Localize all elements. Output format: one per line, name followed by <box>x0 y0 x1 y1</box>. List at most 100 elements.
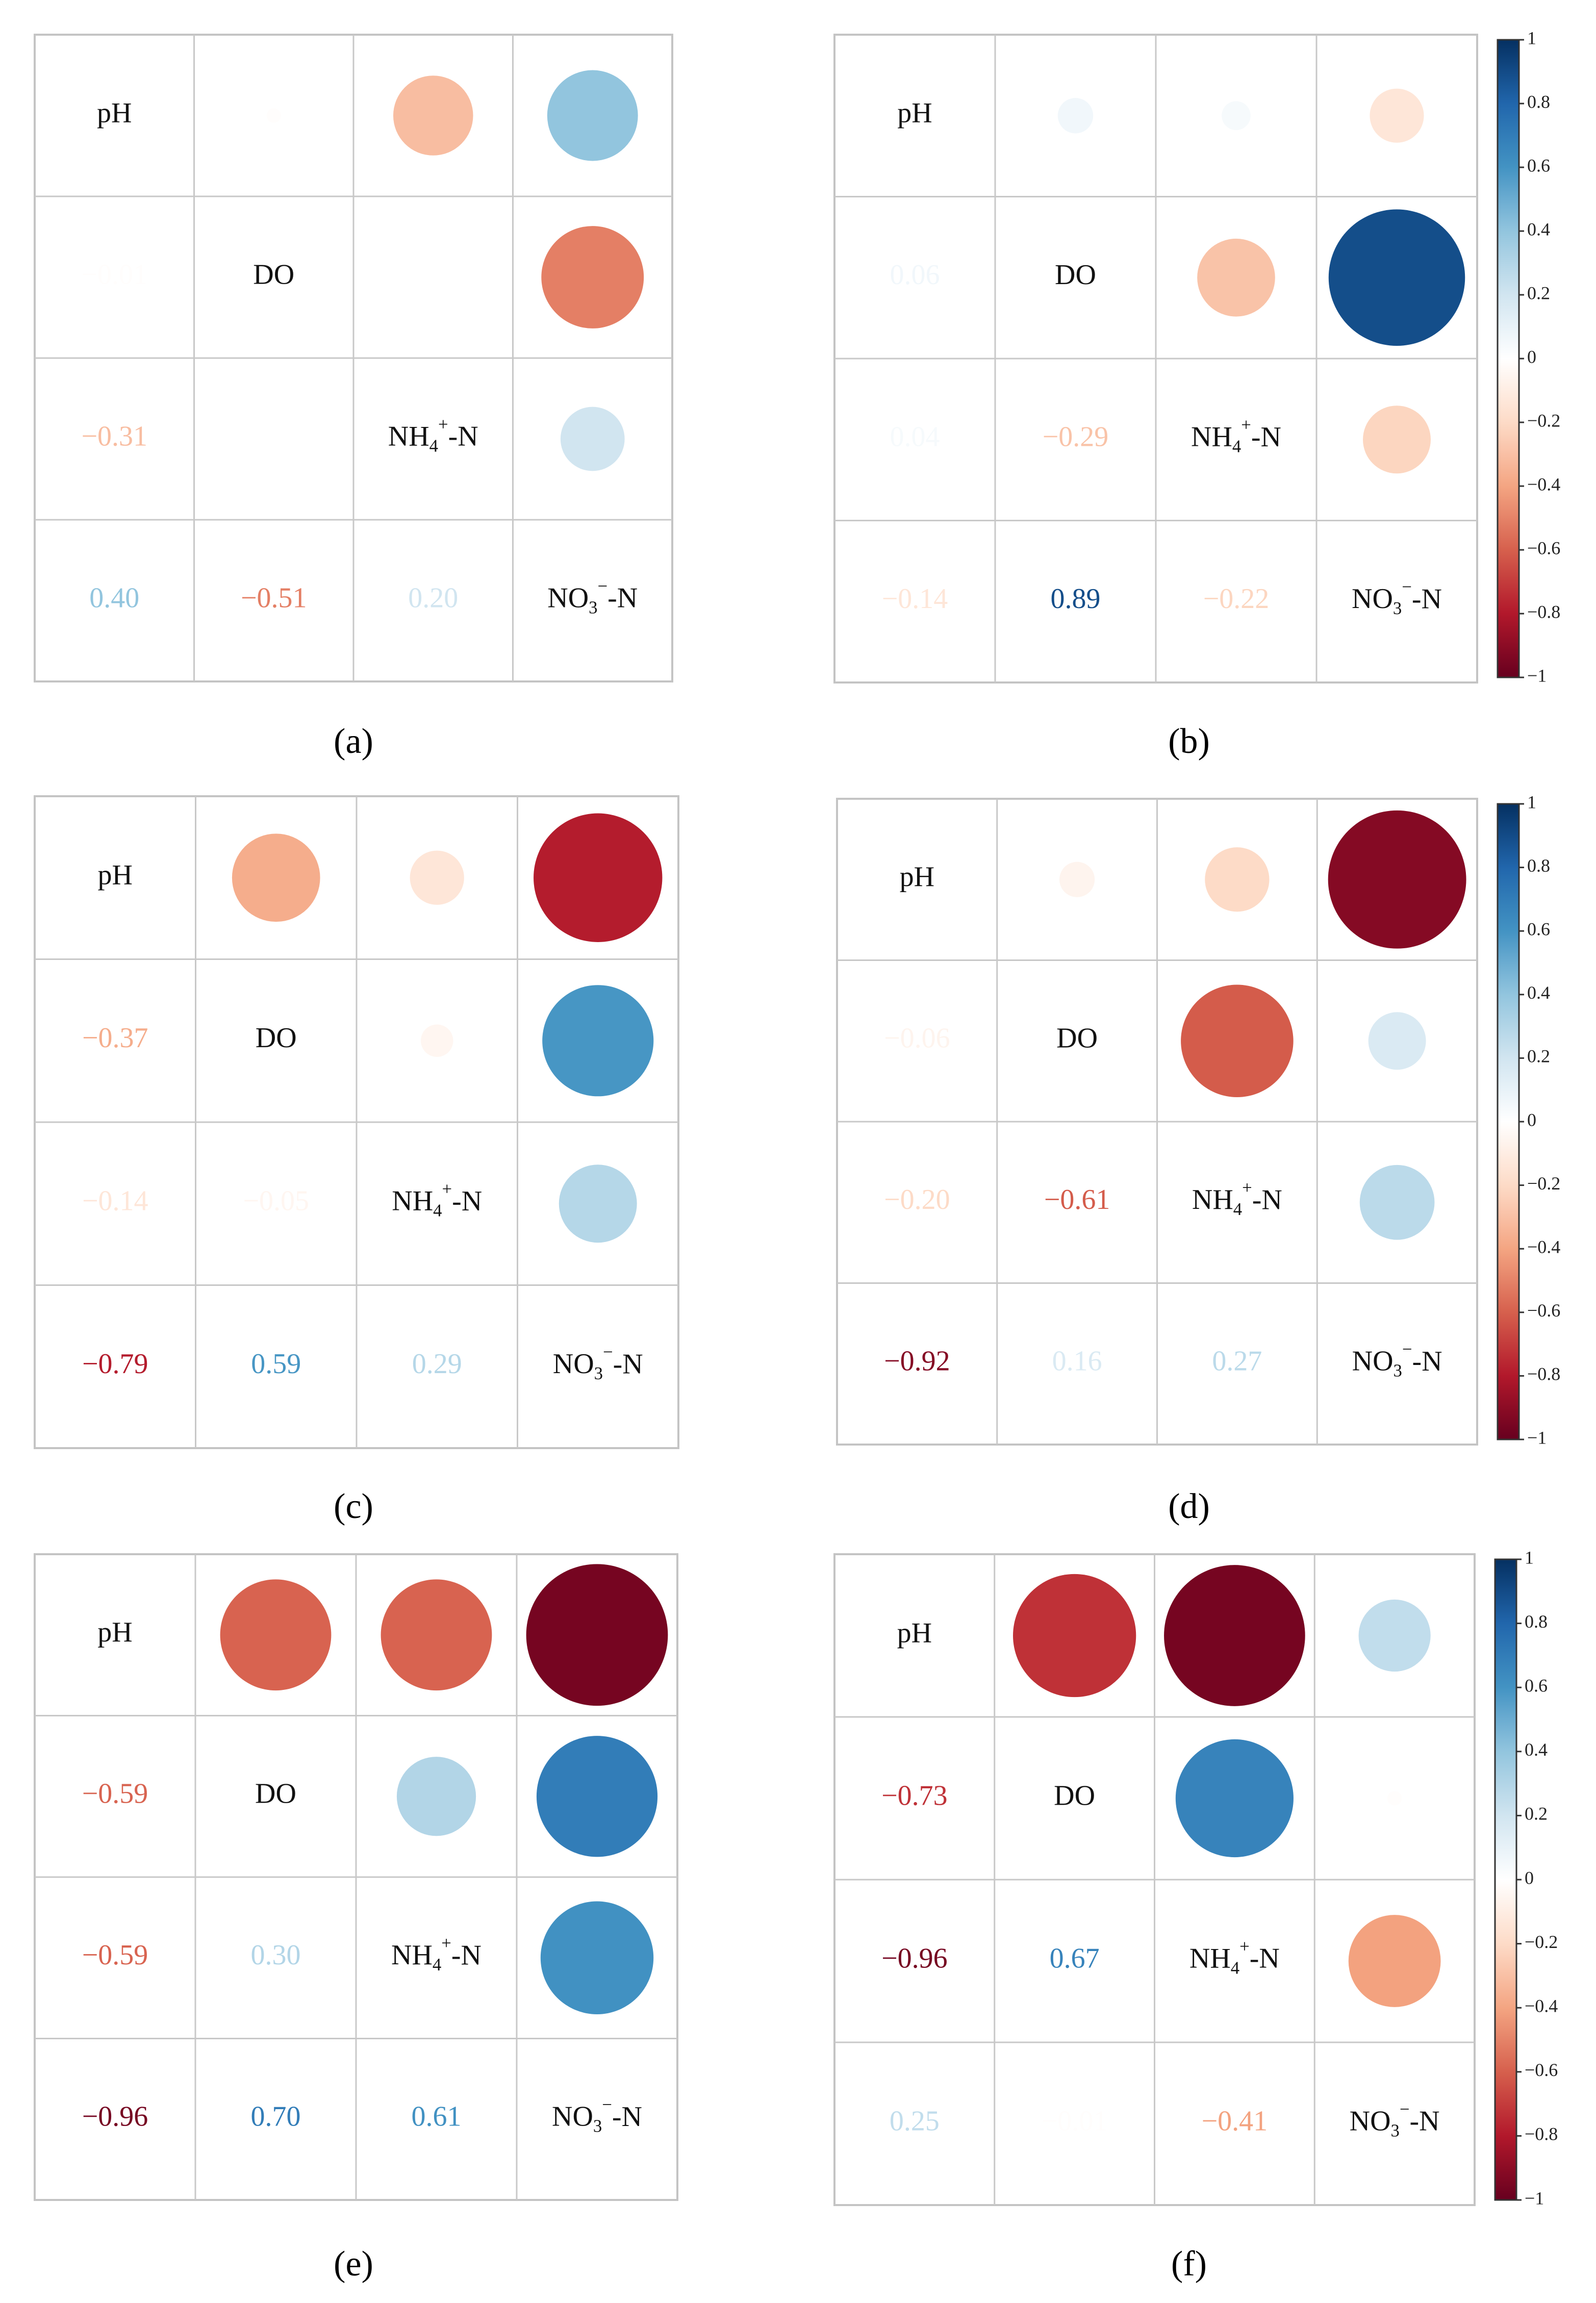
colorbar-tick-label: −0.8 <box>1527 601 1560 622</box>
diagonal-label-no3-n: NO3−-N <box>1352 1339 1442 1381</box>
correlation-panel-d: pH−0.06 DO−0.20 −0.61 NH4+-N−0.92 0.16 0.27 NO… <box>836 792 1560 1526</box>
corr-circle-do-nh4-n <box>421 1024 453 1057</box>
colorbar-tick-label: 0.4 <box>1527 982 1550 1003</box>
colorbar-tick-label: 0 <box>1525 1867 1534 1888</box>
corr-value-no3-n-ph: −0.79 <box>82 1348 148 1380</box>
corr-value-nh4-n-ph: −0.31 <box>81 420 147 452</box>
correlation-panel-e: pH −0.59 DO −0.59 0.30 NH4+-N −0.96 0.70 0.61 NO3… <box>34 1553 678 2284</box>
diagonal-label-no3-n: NO3−-N <box>1352 577 1442 618</box>
panel-label: (b) <box>1168 722 1210 761</box>
corr-value-do-ph: −0.73 <box>881 1780 948 1811</box>
diagonal-label-no3-n: NO3−-N <box>1350 2099 1440 2140</box>
colorbar-tick-label: 0 <box>1527 1109 1536 1130</box>
colorbar-tick-label: 0.6 <box>1525 1675 1548 1695</box>
corr-value-do-ph: −0.37 <box>82 1022 148 1054</box>
colorbar: 1 0.8 0.6 0.4 0.2 0 −0.2 −0.4 −0.6 −0.8 −1 <box>1494 1547 1558 2208</box>
corr-value-do-ph: 0.06 <box>890 259 940 291</box>
colorbar-tick-label: 1 <box>1527 792 1536 812</box>
colorbar-tick-label: 0.6 <box>1527 155 1550 175</box>
diagonal-label-do: DO <box>256 1022 297 1054</box>
corr-circle-nh4-n-no3-n <box>559 1165 637 1243</box>
corr-value-do-ph: −0.06 <box>884 1023 950 1054</box>
corr-circle-do-nh4-n <box>1175 1739 1294 1858</box>
corr-circle-do-no3-n <box>1328 209 1465 346</box>
colorbar-tick-label: 0.2 <box>1527 1046 1550 1067</box>
corr-circle-ph-no3-n <box>1370 88 1424 143</box>
diagonal-label-ph: pH <box>98 859 133 891</box>
colorbar-tick-label: −0.8 <box>1527 1364 1560 1384</box>
corr-value-nh4-n-do: 0.67 <box>1050 1942 1100 1974</box>
colorbar-tick-label: −0.8 <box>1525 2124 1558 2144</box>
corr-value-no3-n-ph: 0.25 <box>890 2105 940 2137</box>
diagonal-label-do: DO <box>253 259 294 290</box>
corr-circle-nh4-n-no3-n <box>1359 1165 1435 1240</box>
corr-value-nh4-n-do: 0.00 <box>249 420 299 452</box>
corr-value-no3-n-do: 0.16 <box>1052 1346 1102 1377</box>
corr-value-nh4-n-do: −0.61 <box>1044 1184 1110 1216</box>
correlation-panel-b: pH 0.06 DO 0.04 −0.29 NH4+-N −0.14 0.89 −0.22 NO3… <box>833 28 1560 761</box>
diagonal-label-ph: pH <box>900 861 934 893</box>
corr-circle-ph-do <box>1012 1574 1136 1698</box>
diagonal-label-do: DO <box>1056 1023 1098 1054</box>
diagonal-label-ph: pH <box>897 1617 932 1649</box>
diagonal-label-nh4-n: NH4+-N <box>388 414 478 455</box>
corr-circle-do-nh4-n <box>1181 984 1294 1098</box>
corr-circle-do-no3-n <box>536 1736 658 1857</box>
panel-label: (d) <box>1168 1487 1210 1526</box>
corr-value-nh4-n-ph: 0.04 <box>890 421 940 453</box>
corr-value-no3-n-nh4-n: 0.27 <box>1212 1346 1262 1377</box>
panel-label: (c) <box>334 1487 373 1526</box>
corr-value-do-ph: −0.59 <box>82 1778 148 1810</box>
diagonal-label-nh4-n: NH4+-N <box>1189 1936 1280 1978</box>
corr-value-no3-n-do: −0.01 <box>1042 2105 1108 2137</box>
corr-circle-ph-nh4-n <box>410 850 464 905</box>
colorbar-tick-label: −1 <box>1525 2188 1544 2208</box>
corr-circle-ph-nh4-n <box>1205 847 1270 912</box>
corr-value-nh4-n-ph: −0.59 <box>82 1939 148 1971</box>
colorbar-tick-label: −0.2 <box>1527 410 1560 431</box>
corr-circle-do-nh4-n <box>1197 238 1275 317</box>
colorbar-gradient <box>1494 1558 1517 2201</box>
colorbar-tick-label: −0.4 <box>1527 1236 1560 1257</box>
colorbar-tick-label: −0.6 <box>1527 1300 1560 1321</box>
colorbar-tick-label: 1 <box>1527 28 1536 48</box>
colorbar-tick-label: 0.2 <box>1527 283 1550 303</box>
diagonal-label-nh4-n: NH4+-N <box>391 1933 482 1975</box>
diagonal-label-do: DO <box>255 1778 296 1810</box>
corr-circle-ph-no3-n <box>547 70 638 161</box>
colorbar-gradient <box>1497 803 1520 1440</box>
colorbar-tick-label: 0.2 <box>1525 1804 1548 1824</box>
corr-circle-ph-nh4-n <box>1164 1565 1305 1706</box>
corr-circle-do-nh4-n <box>396 1757 476 1836</box>
colorbar-tick-label: 0.8 <box>1525 1611 1548 1632</box>
corr-value-nh4-n-ph: −0.14 <box>82 1185 148 1217</box>
colorbar-tick-label: 0.4 <box>1527 219 1550 239</box>
corr-circle-ph-nh4-n <box>393 75 473 156</box>
panel-label: (f) <box>1171 2244 1207 2284</box>
corr-value-no3-n-nh4-n: −0.41 <box>1202 2105 1268 2137</box>
diagonal-label-no3-n: NO3−-N <box>552 2095 642 2136</box>
corr-value-no3-n-do: −0.51 <box>241 582 307 614</box>
diagonal-label-nh4-n: NH4+-N <box>392 1179 482 1221</box>
corr-circle-ph-do <box>266 108 281 123</box>
diagonal-label-no3-n: NO3−-N <box>553 1342 643 1383</box>
corr-circle-ph-nh4-n <box>381 1579 492 1691</box>
colorbar-tick-label: −0.2 <box>1525 1932 1558 1952</box>
diagonal-label-ph: pH <box>897 97 932 129</box>
corr-value-no3-n-nh4-n: 0.29 <box>412 1348 462 1380</box>
colorbar-tick-label: −1 <box>1527 1427 1547 1448</box>
corr-value-no3-n-ph: −0.92 <box>884 1346 950 1377</box>
diagonal-label-do: DO <box>1054 1780 1095 1811</box>
colorbar-tick-label: −1 <box>1527 665 1547 686</box>
corr-circle-ph-do <box>1057 98 1094 134</box>
corr-circle-do-no3-n <box>1387 1791 1402 1806</box>
corr-value-do-ph: −0.01 <box>81 259 147 290</box>
diagonal-label-do: DO <box>1055 259 1096 291</box>
corr-circle-do-no3-n <box>542 985 654 1097</box>
corr-value-no3-n-do: 0.89 <box>1051 583 1101 615</box>
colorbar-tick-label: 0.8 <box>1527 91 1550 112</box>
colorbar-gradient <box>1497 39 1520 678</box>
diagonal-label-nh4-n: NH4+-N <box>1191 415 1281 457</box>
corr-circle-nh4-n-no3-n <box>1363 406 1431 474</box>
